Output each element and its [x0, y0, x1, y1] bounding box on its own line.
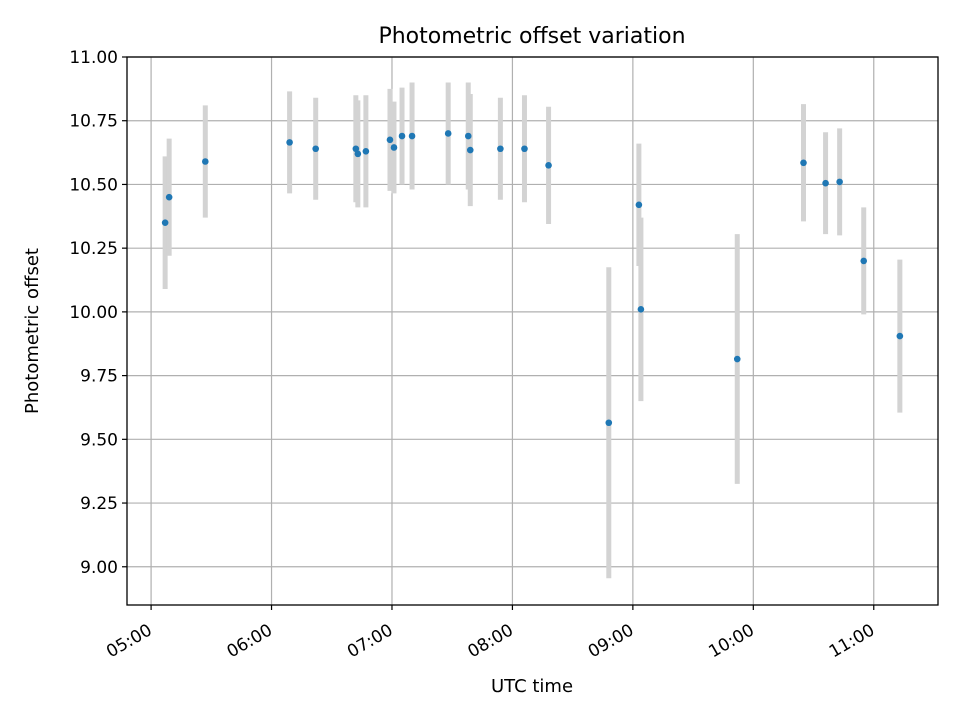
data-points — [161, 130, 904, 427]
y-tick-label: 10.50 — [69, 175, 118, 195]
x-axis-label: UTC time — [491, 676, 573, 697]
data-point — [637, 306, 645, 313]
x-tick-label: 07:00 — [344, 620, 396, 662]
errorbars — [162, 82, 903, 579]
data-point — [161, 219, 169, 226]
x-axis: 05:00 06:00 07:00 08:00 09:00 10:00 11:00 — [103, 605, 878, 662]
data-point — [733, 355, 741, 363]
chart-title: Photometric offset variation — [378, 24, 685, 49]
data-point — [354, 150, 362, 158]
data-point — [545, 162, 552, 169]
x-tick-label: 06:00 — [224, 620, 276, 662]
y-axis-label: Photometric offset — [22, 248, 43, 414]
data-point — [860, 257, 868, 265]
x-tick-label: 08:00 — [464, 620, 516, 662]
data-point — [497, 145, 504, 153]
x-tick-label: 09:00 — [585, 620, 637, 662]
y-tick-label: 10.75 — [69, 112, 118, 132]
data-point — [822, 179, 829, 187]
data-point — [312, 145, 319, 153]
y-axis: 11.00 10.75 10.50 10.25 10.00 9.75 9.50 9.25 9.0… — [69, 48, 127, 578]
data-point — [201, 158, 209, 165]
data-point — [286, 139, 293, 146]
plot-frame — [126, 56, 939, 606]
data-point — [362, 148, 370, 155]
y-tick-label: 9.50 — [80, 430, 118, 450]
y-tick-label: 9.75 — [80, 367, 118, 387]
data-point — [408, 132, 416, 140]
data-point — [836, 178, 843, 186]
data-point — [896, 332, 904, 340]
x-tick-label: 10:00 — [705, 620, 757, 662]
data-point — [386, 136, 394, 144]
data-point — [165, 193, 173, 201]
data-point — [390, 144, 398, 151]
data-point — [800, 159, 807, 167]
x-tick-label: 11:00 — [826, 620, 878, 662]
data-point — [352, 145, 360, 153]
y-tick-label: 9.00 — [80, 558, 118, 578]
data-point — [605, 419, 613, 427]
data-point — [464, 132, 472, 140]
grid — [127, 56, 938, 605]
data-point — [521, 145, 528, 153]
data-point — [635, 201, 643, 209]
y-tick-label: 9.25 — [80, 494, 118, 514]
x-tick-label: 05:00 — [103, 620, 155, 662]
y-tick-label: 10.25 — [69, 239, 118, 259]
data-point — [398, 132, 406, 140]
y-tick-label: 11.00 — [69, 48, 118, 68]
data-point — [466, 146, 474, 154]
y-tick-label: 10.00 — [69, 303, 118, 323]
data-point — [444, 130, 452, 137]
